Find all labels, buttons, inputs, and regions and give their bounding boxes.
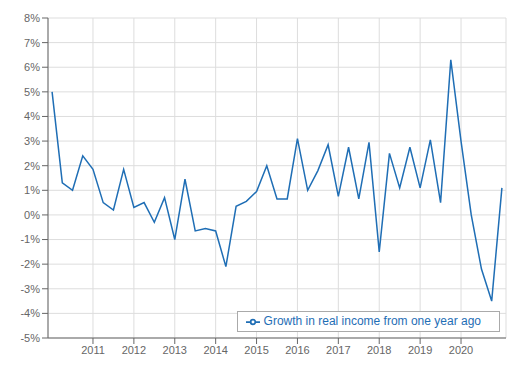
svg-text:-1%: -1% xyxy=(20,233,40,245)
svg-text:8%: 8% xyxy=(24,12,40,24)
svg-text:2014: 2014 xyxy=(203,344,227,356)
svg-text:2%: 2% xyxy=(24,160,40,172)
html-text:Growth in real income from one: Growth in real income from one year ago xyxy=(263,314,481,329)
svg-text:-2%: -2% xyxy=(20,258,40,270)
svg-text:7%: 7% xyxy=(24,37,40,49)
svg-text:0%: 0% xyxy=(24,209,40,221)
svg-text:6%: 6% xyxy=(24,61,40,73)
svg-text:-3%: -3% xyxy=(20,283,40,295)
svg-text:2011: 2011 xyxy=(81,344,105,356)
svg-text:2012: 2012 xyxy=(122,344,146,356)
svg-text:2015: 2015 xyxy=(244,344,268,356)
svg-text:1%: 1% xyxy=(24,184,40,196)
svg-text:5%: 5% xyxy=(24,86,40,98)
svg-text:-4%: -4% xyxy=(20,307,40,319)
svg-text:2013: 2013 xyxy=(163,344,187,356)
svg-text:2019: 2019 xyxy=(408,344,432,356)
svg-text:2018: 2018 xyxy=(367,344,391,356)
svg-text:-5%: -5% xyxy=(20,332,40,344)
svg-text:2016: 2016 xyxy=(285,344,309,356)
svg-text:2017: 2017 xyxy=(326,344,350,356)
svg-text:3%: 3% xyxy=(24,135,40,147)
svg-text:4%: 4% xyxy=(24,110,40,122)
svg-text:2020: 2020 xyxy=(449,344,473,356)
